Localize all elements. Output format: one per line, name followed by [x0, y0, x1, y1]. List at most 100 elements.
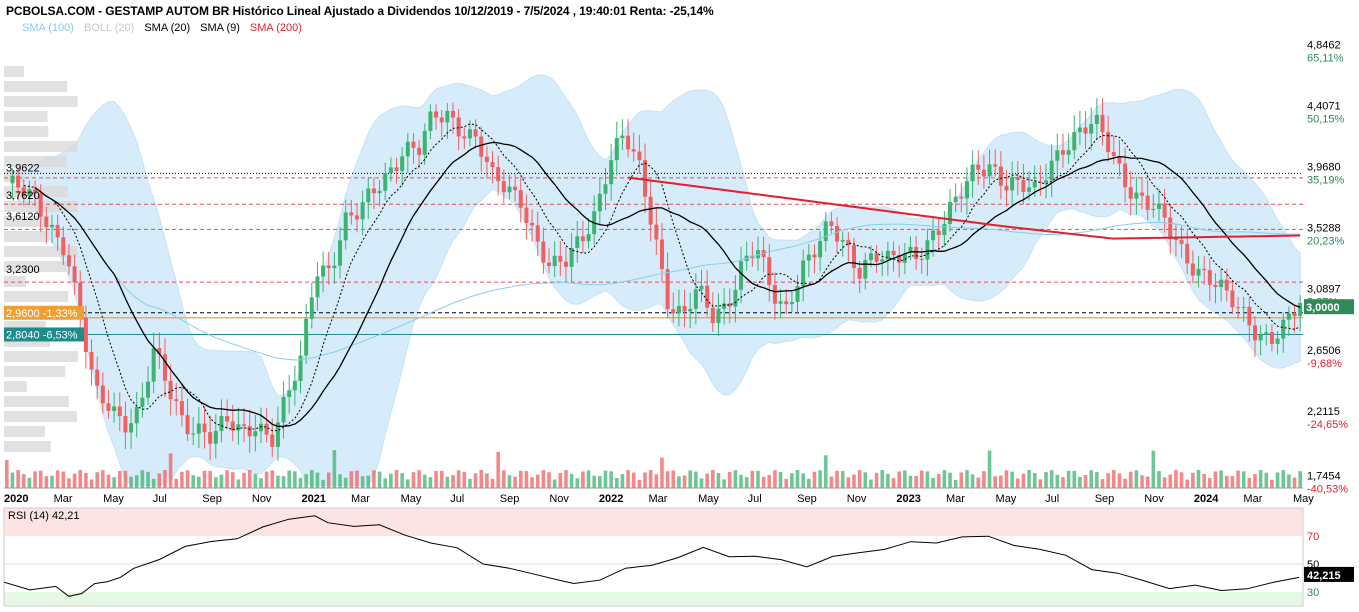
volume-bar	[671, 470, 676, 488]
volume-bar	[744, 477, 749, 488]
candle-body	[1168, 217, 1173, 238]
x-tick-label: May	[1293, 493, 1314, 505]
candle-body	[140, 397, 145, 407]
volume-bar	[1106, 473, 1110, 488]
pct-tick: 20,23%	[1307, 236, 1345, 248]
x-tick-label: May	[103, 493, 124, 505]
x-tick-label: Nov	[252, 493, 272, 505]
sma20-line	[34, 141, 1301, 428]
volume-bar	[1027, 470, 1031, 488]
candle-body	[434, 111, 439, 118]
candle-body	[1202, 268, 1207, 271]
volume-profile-bar	[4, 441, 51, 452]
volume-bar	[631, 472, 636, 488]
candle-body	[609, 160, 614, 185]
volume-bar	[1202, 473, 1206, 488]
candle-body	[665, 269, 670, 310]
level-label: 3,6120	[6, 211, 40, 223]
candle-body	[456, 117, 461, 137]
volume-profile-bar	[4, 351, 79, 362]
volume-bar	[603, 470, 608, 488]
volume-bar	[101, 470, 105, 488]
x-tick-label: Jul	[1045, 493, 1059, 505]
x-tick-label: 2024	[1194, 493, 1219, 505]
candle-body	[688, 308, 693, 312]
volume-profile-bar	[4, 291, 69, 302]
candle-body	[580, 236, 585, 242]
candle-body	[123, 416, 128, 433]
candle-body	[1230, 290, 1235, 308]
pct-tick: -9,68%	[1307, 358, 1342, 370]
price-tick: 3,0897	[1307, 284, 1341, 296]
candle-body	[1077, 127, 1082, 133]
candle-body	[1275, 338, 1280, 344]
volume-bar	[852, 474, 856, 488]
x-tick-label: Nov	[1144, 493, 1164, 505]
legend-item: SMA (200)	[249, 22, 302, 34]
volume-bar	[886, 473, 890, 488]
volume-bar	[739, 474, 743, 488]
volume-bar	[761, 476, 766, 488]
volume-bar	[157, 473, 162, 488]
volume-bar	[50, 475, 54, 488]
volume-bar	[694, 471, 698, 488]
candle-body	[400, 156, 405, 171]
candle-body	[1128, 187, 1133, 199]
volume-bar	[264, 471, 269, 488]
candle-body	[473, 129, 478, 137]
candle-body	[405, 141, 410, 157]
volume-profile-bar	[4, 366, 66, 377]
candle-body	[422, 130, 427, 155]
candle-body	[1010, 177, 1015, 191]
volume-bar	[812, 471, 817, 488]
volume-bar	[1021, 473, 1026, 488]
candle-body	[78, 282, 83, 318]
volume-profile-bar	[4, 66, 24, 77]
volume-bar	[389, 473, 393, 488]
candle-body	[976, 164, 981, 170]
pct-tick: 65,11%	[1307, 52, 1344, 64]
price-tick: 1,7454	[1307, 471, 1341, 483]
candle-body	[428, 111, 433, 131]
candle-body	[637, 151, 642, 161]
candle-body	[1106, 132, 1111, 153]
volume-bar	[479, 470, 484, 488]
candle-body	[676, 305, 681, 314]
volume-profile-bar	[4, 216, 47, 227]
volume-bar	[880, 470, 885, 488]
candle-body	[631, 149, 636, 152]
candle-body	[439, 117, 444, 123]
candle-body	[851, 245, 856, 268]
x-tick-label: Jul	[153, 493, 167, 505]
candle-body	[1207, 270, 1212, 285]
volume-bar	[643, 472, 647, 488]
volume-bar	[496, 451, 500, 488]
volume-bar	[507, 475, 512, 488]
volume-bar	[914, 476, 918, 488]
candle-body	[840, 239, 845, 242]
candle-body	[507, 186, 512, 193]
candle-body	[332, 265, 337, 269]
x-tick-label: Nov	[847, 493, 867, 505]
volume-bar	[1049, 470, 1054, 488]
volume-bar	[287, 470, 292, 488]
candle-body	[778, 301, 783, 304]
volume-bar	[225, 470, 229, 488]
volume-bar	[72, 473, 77, 488]
volume-bar	[473, 473, 478, 488]
candle-body	[151, 348, 156, 382]
indicator-legend: SMA (100) BOLL (20) SMA (20) SMA (9) SMA (20…	[22, 22, 312, 34]
volume-bar	[535, 474, 540, 488]
candle-body	[134, 406, 139, 424]
x-tick-label: Sep	[202, 493, 222, 505]
candle-body	[1066, 150, 1071, 155]
volume-bar	[936, 474, 941, 488]
volume-bar	[383, 478, 388, 488]
volume-bar	[1236, 470, 1240, 488]
volume-bar	[840, 471, 845, 488]
candle-body	[236, 424, 241, 431]
candle-body	[1281, 319, 1286, 339]
level-tag-bg	[4, 327, 84, 342]
volume-bar	[304, 474, 308, 488]
candle-body	[258, 423, 263, 432]
